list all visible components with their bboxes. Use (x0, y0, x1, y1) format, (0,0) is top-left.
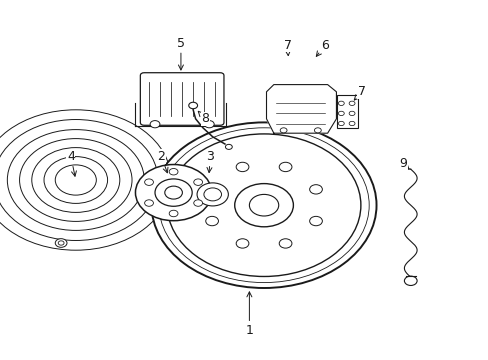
Circle shape (280, 128, 286, 133)
Circle shape (167, 134, 360, 276)
Circle shape (188, 102, 197, 109)
Text: 2: 2 (157, 150, 167, 173)
Circle shape (338, 101, 344, 105)
Polygon shape (266, 85, 336, 133)
Circle shape (314, 128, 321, 133)
Bar (337, 95, 357, 128)
Circle shape (249, 194, 278, 216)
Circle shape (309, 216, 322, 226)
Circle shape (0, 110, 171, 250)
Circle shape (234, 184, 293, 227)
Circle shape (0, 120, 158, 240)
Text: 1: 1 (245, 292, 253, 337)
Circle shape (44, 157, 107, 203)
Text: 3: 3 (206, 150, 214, 172)
Circle shape (32, 148, 120, 212)
Circle shape (151, 122, 376, 288)
Circle shape (193, 200, 202, 206)
Circle shape (309, 185, 322, 194)
Circle shape (55, 165, 96, 195)
Circle shape (7, 130, 144, 230)
Circle shape (205, 216, 218, 226)
Circle shape (144, 179, 153, 185)
Circle shape (203, 188, 221, 201)
Circle shape (169, 168, 178, 175)
Circle shape (169, 210, 178, 217)
Circle shape (204, 121, 214, 128)
Text: 7: 7 (354, 85, 365, 100)
Text: 8: 8 (198, 111, 209, 125)
Circle shape (58, 241, 64, 245)
Circle shape (404, 276, 416, 285)
Circle shape (338, 121, 344, 126)
Circle shape (197, 183, 228, 206)
Circle shape (236, 239, 248, 248)
Circle shape (164, 186, 182, 199)
Text: 9: 9 (399, 157, 408, 170)
Circle shape (135, 165, 211, 221)
Circle shape (156, 185, 166, 193)
Text: 6: 6 (316, 39, 328, 57)
Circle shape (150, 121, 160, 128)
Circle shape (338, 111, 344, 116)
Circle shape (348, 121, 354, 126)
Text: 5: 5 (177, 37, 184, 70)
Circle shape (279, 162, 291, 172)
Circle shape (20, 139, 132, 221)
Text: 7: 7 (283, 39, 291, 55)
Circle shape (55, 239, 67, 247)
Circle shape (159, 128, 368, 283)
Circle shape (205, 185, 218, 194)
Circle shape (236, 162, 248, 172)
Circle shape (348, 111, 354, 116)
Circle shape (225, 144, 232, 149)
Circle shape (144, 200, 153, 206)
Circle shape (155, 179, 192, 206)
Circle shape (348, 101, 354, 105)
FancyBboxPatch shape (140, 73, 224, 125)
Circle shape (159, 187, 163, 191)
Circle shape (193, 179, 202, 185)
Circle shape (279, 239, 291, 248)
Text: 4: 4 (67, 150, 76, 176)
